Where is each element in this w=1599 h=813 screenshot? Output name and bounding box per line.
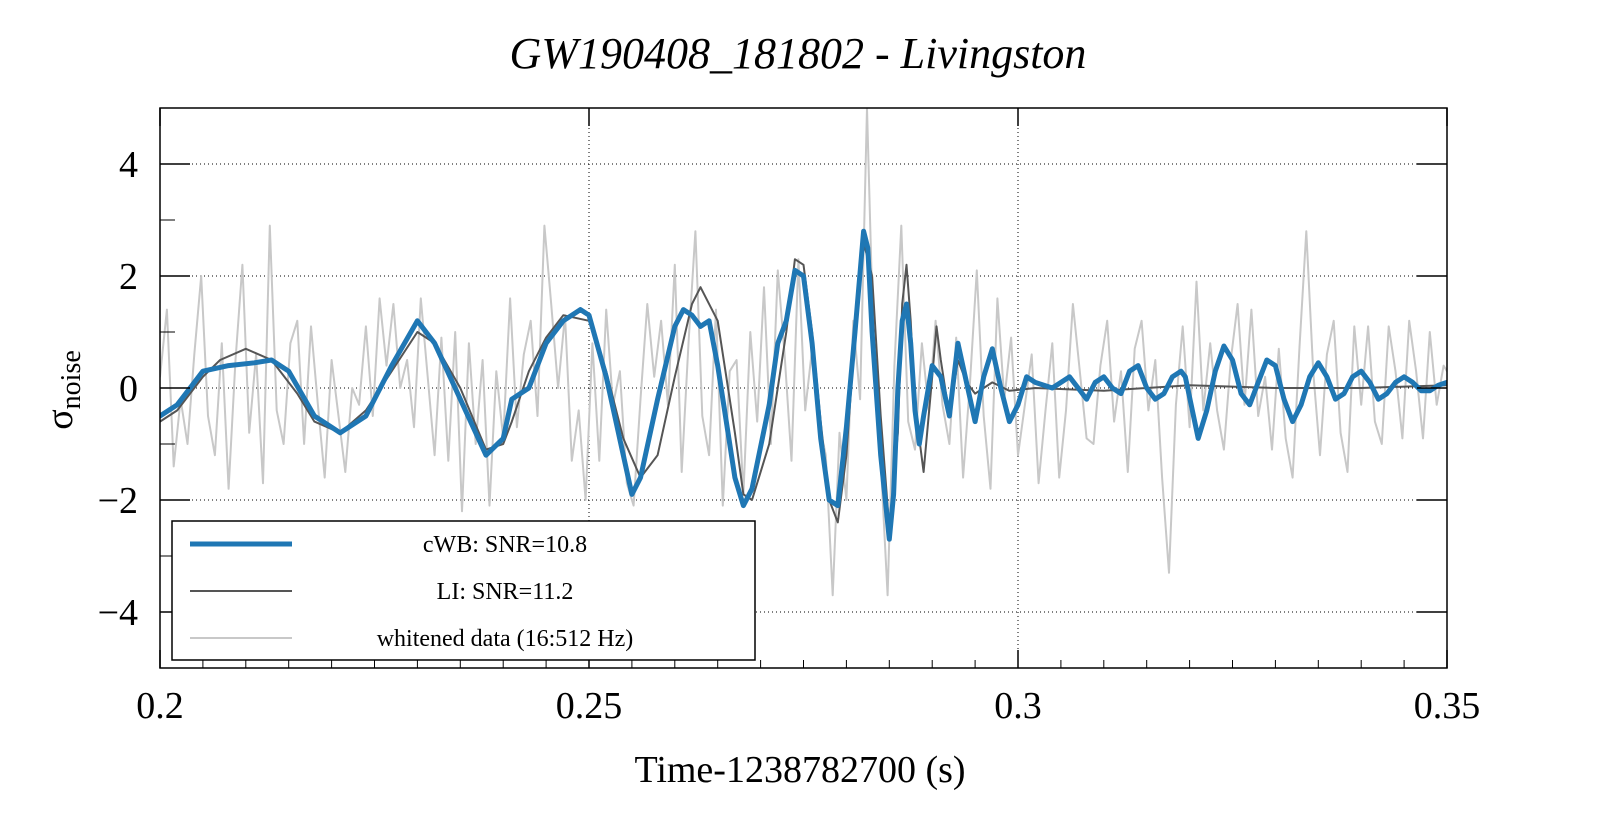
legend-label: cWB: SNR=10.8	[423, 532, 587, 558]
x-tick-label: 0.3	[994, 685, 1042, 727]
y-tick-label: 0	[119, 368, 138, 410]
y-tick-label: 4	[119, 144, 138, 186]
legend: cWB: SNR=10.8 LI: SNR=11.2 whitened data (…	[171, 520, 756, 661]
y-tick-label: −2	[98, 480, 138, 522]
series-line	[160, 228, 1447, 542]
y-tick-label: 2	[119, 256, 138, 298]
x-tick-label: 0.35	[1414, 685, 1481, 727]
x-axis-label: Time-1238782700 (s)	[634, 749, 965, 791]
x-tick-label: 0.25	[556, 685, 623, 727]
axis-ticks: 0.2 0.25 0.3 0.35 −4 −2 0 2 4	[98, 107, 1481, 727]
y-axis-label-main: σ	[39, 409, 81, 429]
series-layer	[160, 108, 1447, 597]
y-axis-label: σnoise	[39, 350, 87, 430]
chart-title: GW190408_181802 - Livingston	[510, 29, 1087, 78]
legend-label: whitened data (16:512 Hz)	[377, 626, 634, 652]
y-axis-label-sub: noise	[56, 350, 87, 409]
y-tick-label: −4	[98, 592, 138, 634]
legend-label: LI: SNR=11.2	[437, 579, 574, 605]
x-tick-label: 0.2	[136, 685, 184, 727]
grid	[160, 108, 1447, 668]
series-line	[160, 108, 1447, 597]
